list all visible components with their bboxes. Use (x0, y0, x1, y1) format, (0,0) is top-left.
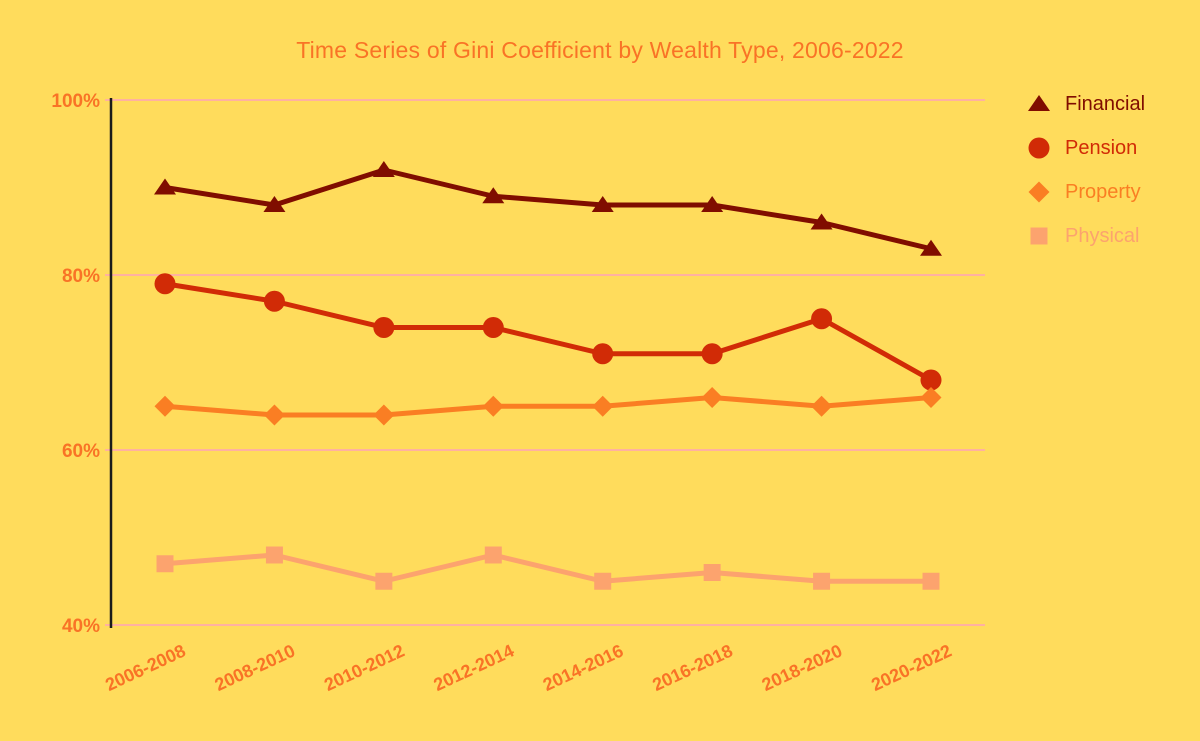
data-point-property-5 (701, 387, 723, 408)
data-point-pension-3 (482, 317, 504, 338)
data-point-financial-0 (154, 178, 176, 195)
x-tick-label: 2012-2014 (430, 640, 516, 695)
data-point-pension-0 (154, 273, 176, 295)
data-point-pension-7 (920, 369, 942, 391)
data-point-financial-4 (591, 196, 614, 212)
legend-circle-icon (1028, 137, 1050, 159)
y-tick-label: 40% (62, 616, 100, 637)
legend-item-financial: Financial (1026, 82, 1145, 126)
legend-marker-physical (1030, 227, 1048, 245)
legend-label-physical: Physical (1065, 224, 1140, 247)
legend-marker-financial (1028, 95, 1050, 111)
legend-diamond-icon (1028, 181, 1050, 203)
series-line-physical (162, 552, 934, 584)
data-point-physical-2 (375, 572, 393, 590)
x-tick-label: 2016-2018 (649, 640, 735, 695)
series-line-property (162, 395, 934, 418)
legend-label-property: Property (1065, 180, 1141, 203)
chart-title: Time Series of Gini Coefficient by Wealt… (296, 37, 904, 63)
legend-marker-pension (1028, 137, 1050, 159)
data-point-pension-5 (701, 343, 723, 365)
data-point-pension-6 (811, 308, 833, 330)
data-point-property-0 (154, 395, 176, 417)
data-point-physical-0 (156, 555, 174, 573)
legend-item-property: Property (1026, 170, 1145, 214)
data-point-property-1 (263, 404, 285, 426)
data-point-financial-1 (263, 196, 286, 212)
data-point-pension-1 (263, 290, 285, 312)
series-line-financial (162, 167, 934, 252)
data-point-physical-7 (922, 572, 940, 590)
legend-marker-property (1028, 181, 1050, 203)
data-point-financial-2 (372, 161, 395, 177)
data-point-physical-3 (484, 546, 502, 564)
data-point-financial-3 (482, 187, 505, 204)
data-point-physical-1 (265, 546, 283, 564)
data-point-financial-6 (810, 213, 833, 230)
series-physical (156, 546, 940, 590)
x-tick-label: 2006-2008 (102, 640, 188, 695)
data-point-physical-5 (703, 564, 721, 581)
series-property (154, 387, 942, 426)
y-tick-label: 100% (51, 91, 100, 112)
series-line-pension (162, 281, 934, 383)
series-pension (154, 273, 942, 391)
x-tick-label: 2014-2016 (540, 640, 626, 695)
x-tick-label: 2020-2022 (868, 640, 954, 695)
y-tick-label: 60% (62, 441, 100, 462)
data-point-property-2 (373, 404, 395, 426)
data-point-financial-5 (701, 196, 724, 212)
legend-square-icon (1030, 227, 1048, 245)
data-point-physical-4 (594, 572, 612, 590)
legend-item-physical: Physical (1026, 214, 1145, 258)
legend-label-financial: Financial (1065, 92, 1146, 115)
data-point-property-7 (920, 387, 942, 408)
data-point-property-6 (811, 395, 833, 417)
x-tick-label: 2008-2010 (212, 640, 298, 695)
data-point-pension-2 (373, 317, 395, 338)
x-tick-label: 2010-2012 (321, 640, 407, 695)
legend-triangle-icon (1028, 95, 1050, 111)
y-tick-label: 80% (62, 266, 100, 287)
data-point-property-4 (592, 395, 614, 417)
data-point-property-3 (482, 395, 504, 417)
legend: Financial Pension Property Physical (1026, 82, 1145, 258)
data-point-physical-6 (813, 572, 831, 590)
legend-label-pension: Pension (1065, 136, 1138, 159)
data-point-financial-7 (920, 239, 942, 256)
legend-item-pension: Pension (1026, 126, 1145, 170)
x-tick-label: 2018-2020 (759, 640, 845, 695)
data-point-pension-4 (592, 343, 614, 365)
series-financial (154, 161, 942, 256)
